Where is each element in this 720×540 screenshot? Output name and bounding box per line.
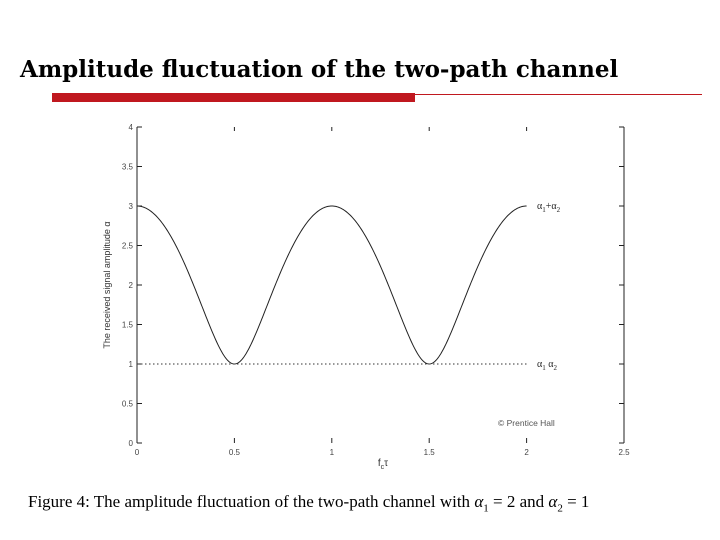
annotation-part: 1 [542,364,546,372]
slide-title: Amplitude fluctuation of the two-path ch… [20,56,619,83]
series-amplitude-curve [136,205,527,365]
x-tick-label: 0.5 [229,448,241,457]
x-tick-label: 1 [330,448,335,457]
x-tick-label: 2 [524,448,529,457]
caption-sub1: 1 [483,502,489,515]
x-axis-label: fcτ [378,458,388,471]
caption-var2: α [548,492,558,511]
annotation-sum: α1+α2 [537,201,561,214]
caption-sub2: 2 [557,502,563,515]
caption-eq1: = 2 and [493,492,545,511]
annotation-part: α [546,359,555,370]
x-label-sub: c [381,464,385,471]
y-tick-label: 0.5 [122,400,134,409]
title-underline [415,94,702,95]
annotation-part: α [537,201,543,212]
y-axis-label: The received signal amplitude α [102,221,112,348]
title-accent-bar [52,93,415,102]
annotation-difference: α1 α2 [537,359,558,372]
caption-var1: α [474,492,484,511]
y-tick-label: 4 [129,123,134,132]
annotation-part: α [537,359,543,370]
y-tick-label: 3.5 [122,163,134,172]
annotation-part: 2 [554,364,558,372]
x-label-tau: τ [384,458,388,469]
caption-eq2: = 1 [567,492,590,511]
annotation-part: 2 [557,206,561,214]
y-tick-label: 2 [129,281,134,290]
y-tick-label: 2.5 [122,242,134,251]
caption-prefix: Figure 4: The amplitude fluctuation of t… [28,492,471,511]
copyright-watermark: © Prentice Hall [498,418,555,428]
x-tick-label: 1.5 [424,448,436,457]
figure-caption: Figure 4: The amplitude fluctuation of t… [28,492,589,514]
y-tick-label: 3 [129,202,134,211]
x-tick-label: 0 [135,448,140,457]
x-label-f: f [378,458,381,469]
y-tick-label: 0 [129,439,134,448]
annotation-part: +α [546,201,558,212]
x-tick-label: 2.5 [618,448,630,457]
chart-axes: 0 0.5 1 1.5 2 2.5 3 3.5 4 0 0.5 1 1.5 2 2.5 [122,123,630,457]
y-tick-label: 1.5 [122,321,134,330]
y-tick-label: 1 [129,360,134,369]
annotation-part: 1 [542,206,546,214]
